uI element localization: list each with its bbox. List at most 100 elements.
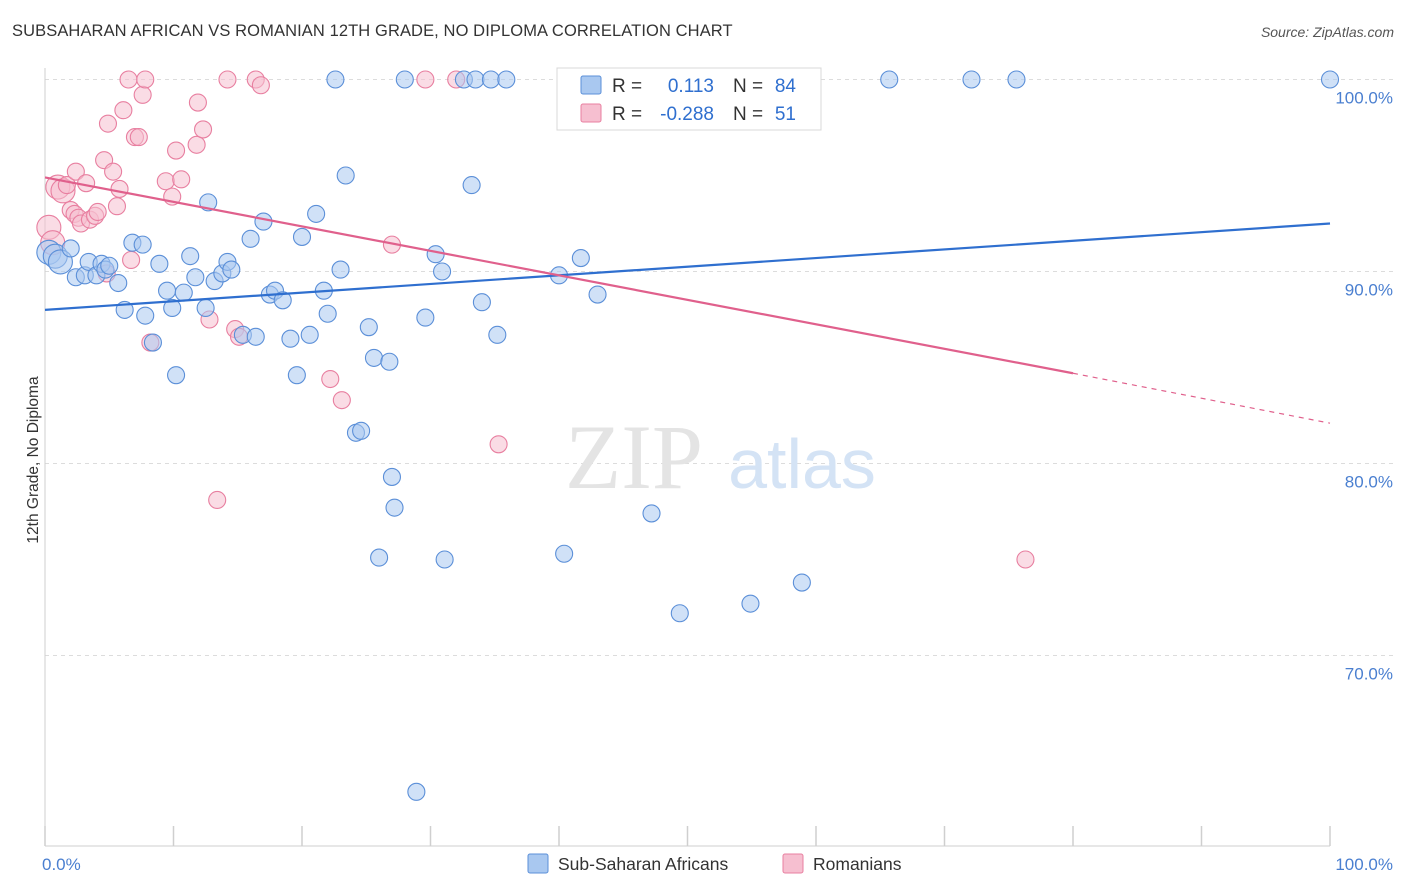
sub-saharan-point <box>307 204 326 223</box>
sub-saharan-point <box>133 235 152 254</box>
legend-swatch-pink <box>580 103 602 123</box>
sub-saharan-point <box>174 283 193 302</box>
romanian-point <box>156 172 175 191</box>
sub-saharan-point <box>300 325 319 344</box>
sub-saharan-point <box>642 504 661 523</box>
sub-saharan-point <box>364 348 384 367</box>
legend-n-value-2: 51 <box>775 104 796 125</box>
romanian-point <box>98 114 118 133</box>
sub-saharan-point <box>426 245 445 264</box>
sub-saharan-point <box>1320 70 1340 89</box>
series-name-1: Sub-Saharan Africans <box>558 854 728 874</box>
romanian-point <box>122 250 141 270</box>
romanian-point <box>107 197 127 216</box>
x-tick-label: 0.0% <box>42 855 81 874</box>
legend-swatch-blue <box>580 75 602 95</box>
sub-saharan-point <box>472 293 491 312</box>
sub-saharan-point <box>246 327 265 346</box>
sub-saharan-point <box>281 329 300 348</box>
source-label: Source: ZipAtlas.com <box>1260 24 1394 40</box>
romanian-point <box>208 490 227 510</box>
sub-saharan-point <box>167 366 186 385</box>
sub-saharan-point <box>150 254 169 273</box>
series-swatch-blue <box>527 853 549 874</box>
romanian-point <box>332 391 351 410</box>
sub-saharan-point <box>395 70 414 89</box>
legend-n-label-1: N = <box>733 76 763 97</box>
sub-saharan-point <box>670 604 689 623</box>
sub-saharan-point <box>181 247 200 266</box>
sub-saharan-point <box>435 550 454 569</box>
sub-saharan-point <box>326 70 345 89</box>
y-tick-labels: 100.0% 90.0% 80.0% 70.0% <box>1335 89 1393 684</box>
y-tick-label: 80.0% <box>1345 473 1393 492</box>
sub-saharan-point <box>287 366 306 385</box>
sub-saharan-point <box>143 333 162 352</box>
series-legend: Sub-Saharan Africans Romanians <box>527 853 902 874</box>
sub-saharan-point <box>555 544 574 563</box>
axes <box>44 68 1331 847</box>
sub-saharan-point <box>407 782 426 801</box>
romanian-point <box>187 135 206 154</box>
romanian-point <box>167 141 186 160</box>
sub-saharan-point <box>196 298 215 318</box>
sub-saharan-point <box>61 239 80 258</box>
romanians-points <box>36 70 1035 569</box>
romanian-point <box>172 170 191 189</box>
sub-saharan-point <box>100 256 119 275</box>
sub-saharan-point <box>416 308 435 327</box>
x-tick-label: 100.0% <box>1335 855 1393 874</box>
romanian-point <box>136 70 155 89</box>
watermark-atlas: atlas <box>728 425 876 503</box>
sub-saharan-point <box>385 498 404 517</box>
legend-n-value-1: 84 <box>775 76 797 97</box>
romanian-point <box>489 435 508 454</box>
y-axis-label: 12th Grade, No Diploma <box>25 376 42 544</box>
series-name-2: Romanians <box>813 854 902 874</box>
sub-saharan-point <box>109 273 128 293</box>
sub-saharan-point <box>466 70 485 89</box>
sub-saharan-point <box>497 70 516 89</box>
romanian-point <box>218 70 237 89</box>
sub-saharan-point <box>433 262 452 281</box>
chart-title: SUBSAHARAN AFRICAN VS ROMANIAN 12TH GRAD… <box>12 22 733 40</box>
romanian-point <box>88 202 107 222</box>
sub-saharan-point <box>254 212 273 231</box>
sub-saharan-point <box>336 166 355 185</box>
romanian-point <box>119 70 138 89</box>
series-swatch-pink <box>782 853 804 874</box>
sub-saharan-point <box>481 70 500 89</box>
romanian-point <box>110 179 129 198</box>
sub-saharan-point <box>571 249 590 268</box>
legend-n-label-2: N = <box>733 104 763 125</box>
sub-saharan-point <box>331 260 350 279</box>
sub-saharan-point <box>273 291 292 310</box>
sub-saharan-point <box>158 281 177 300</box>
romanian-point <box>188 93 207 112</box>
y-tick-label: 70.0% <box>1345 665 1393 684</box>
sub-saharan-point <box>370 548 389 567</box>
romanian-point <box>321 369 340 389</box>
sub-saharan-point <box>962 70 981 89</box>
watermark-zip: ZIP <box>565 406 703 508</box>
romanian-point <box>114 101 133 120</box>
x-tick-labels: 0.0% 100.0% <box>42 855 1393 874</box>
y-tick-label: 90.0% <box>1345 281 1393 300</box>
sub-saharan-point <box>741 594 760 613</box>
legend-r-value-1: 0.113 <box>668 76 714 97</box>
sub-saharan-point <box>1007 70 1026 89</box>
sub-saharan-point <box>488 325 507 344</box>
sub-saharan-point <box>186 268 205 287</box>
sub-saharan-point <box>352 421 371 440</box>
sub-saharan-point <box>292 227 312 246</box>
sub-saharan-point <box>792 573 811 592</box>
sub-saharan-point <box>222 260 241 279</box>
y-tick-label: 100.0% <box>1335 89 1393 108</box>
trendlines <box>44 176 1331 424</box>
gridlines <box>45 79 1395 656</box>
trendline-sub-saharan <box>44 222 1331 311</box>
legend-r-value-2: -0.288 <box>660 104 714 125</box>
romanian-point <box>133 85 152 104</box>
sub-saharan-point <box>359 318 378 337</box>
